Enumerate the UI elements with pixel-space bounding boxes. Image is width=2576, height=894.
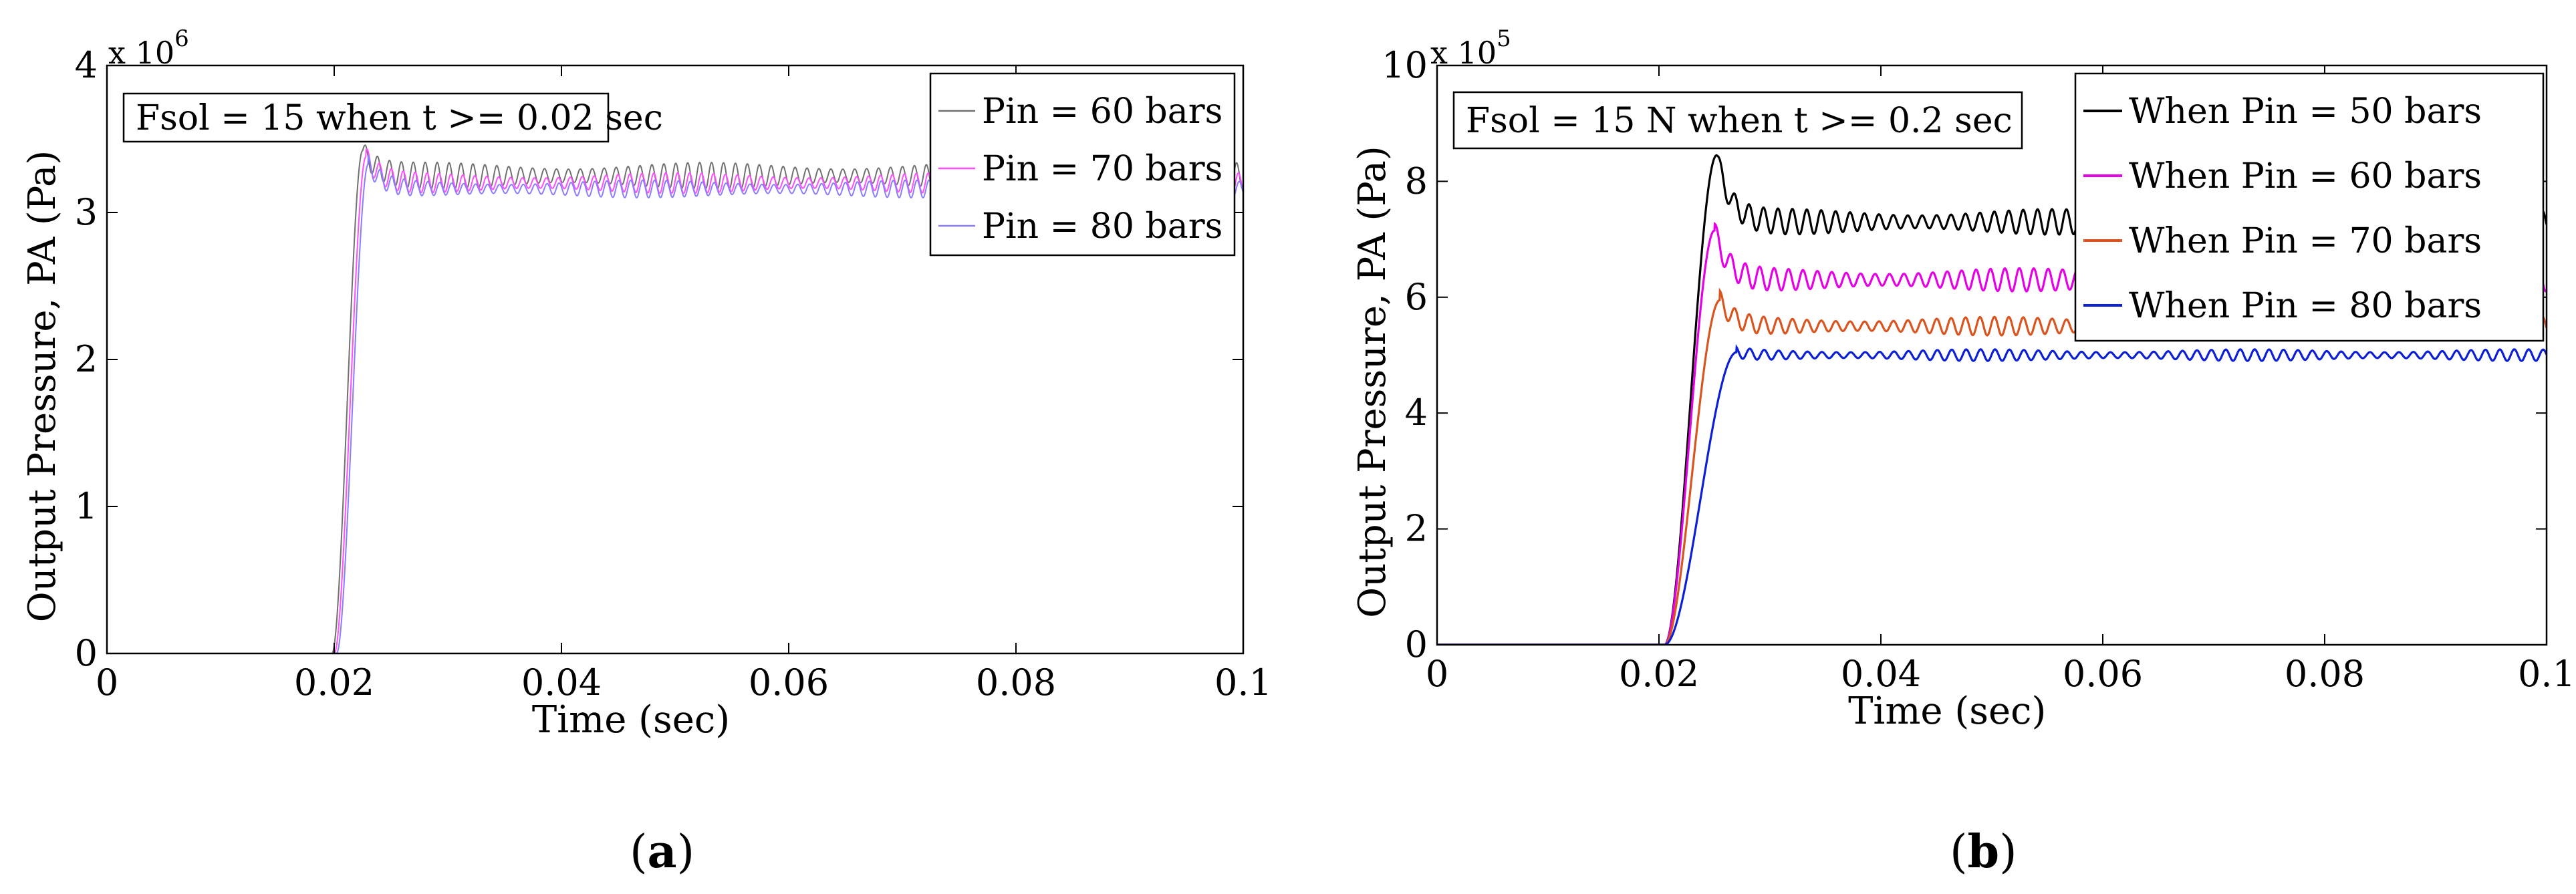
legend-label-3: When Pin = 70 bars (2129, 221, 2482, 261)
caption-a-label: a (647, 825, 677, 879)
y-tick-label: 1 (75, 485, 98, 527)
x-axis-label: Time (sec) (532, 698, 730, 742)
legend-label-1: When Pin = 50 bars (2129, 92, 2482, 132)
annotation-box (122, 92, 610, 143)
plot-frame (1436, 64, 2548, 646)
y-multiplier-exponent: 5 (1497, 25, 1511, 52)
y-tick-label: 2 (75, 338, 98, 380)
y-multiplier: x 105 (1430, 25, 1511, 71)
y-multiplier-exponent: 6 (174, 25, 189, 52)
x-tick-label: 0.1 (1214, 661, 1272, 704)
annotation-box (1452, 91, 2023, 150)
x-tick-label: 0 (1426, 653, 1448, 695)
y-axis-label: Output Pressure, PA (Pa) (21, 150, 64, 622)
y-tick-label: 4 (75, 44, 98, 86)
y-tick-label: 8 (1405, 160, 1428, 202)
y-tick-label: 6 (1405, 276, 1428, 318)
x-tick-label: 0.08 (2285, 653, 2365, 695)
x-tick-label: 0.08 (976, 661, 1056, 704)
caption-a: (a) (630, 825, 695, 879)
y-multiplier: x 106 (108, 25, 189, 71)
series-line-4 (1437, 343, 2547, 645)
series-line-3 (1437, 287, 2547, 645)
y-tick-label: 4 (1405, 392, 1428, 434)
x-tick-label: 0.06 (2063, 653, 2143, 695)
annotation-text: Fsol = 15 when t >= 0.02 sec (136, 98, 663, 138)
y-tick-label: 10 (1382, 44, 1428, 86)
x-tick-label: 0.02 (294, 661, 374, 704)
x-axis-label: Time (sec) (1848, 690, 2046, 733)
legend-label-2: Pin = 70 bars (982, 149, 1222, 189)
legend-box (2074, 72, 2545, 342)
legend-label-4: When Pin = 80 bars (2129, 286, 2482, 326)
chart-b: 0 0.02 0.04 0.06 0.08 0.1 0 2 4 6 8 10 Time (sec) Out… (1351, 25, 2575, 733)
y-axis-label: Output Pressure, PA (Pa) (1351, 146, 1394, 617)
x-tick-label: 0 (96, 661, 118, 704)
legend-box (929, 72, 1236, 257)
y-tick-label: 0 (75, 632, 98, 674)
x-tick-label: 0.1 (2518, 653, 2575, 695)
chart-a: 0 0.02 0.04 0.06 0.08 0.1 0 1 2 3 4 Time (sec) Outpu… (21, 25, 1272, 742)
y-tick-label: 3 (75, 191, 98, 233)
caption-b-label: b (1967, 825, 2000, 879)
x-tick-label: 0.04 (521, 661, 602, 704)
y-tick-label: 2 (1405, 508, 1428, 550)
legend-label-2: When Pin = 60 bars (2129, 156, 2482, 196)
x-tick-label: 0.02 (1619, 653, 1699, 695)
x-tick-label: 0.04 (1841, 653, 1921, 695)
x-tick-label: 0.06 (749, 661, 829, 704)
annotation-text: Fsol = 15 N when t >= 0.2 sec (1466, 101, 2013, 141)
y-tick-label: 0 (1405, 623, 1428, 665)
caption-b: (b) (1950, 825, 2017, 879)
legend-label-1: Pin = 60 bars (982, 92, 1222, 132)
legend-label-3: Pin = 80 bars (982, 206, 1222, 247)
